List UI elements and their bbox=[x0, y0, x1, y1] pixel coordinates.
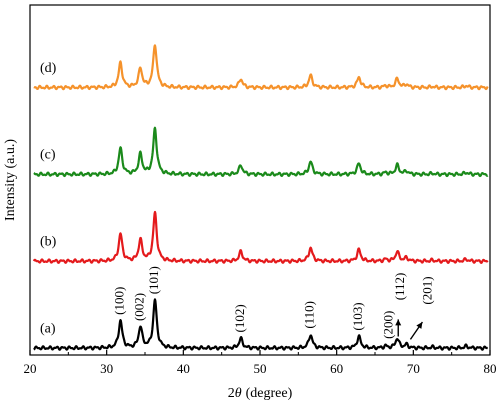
peak-label-4: (102) bbox=[232, 304, 247, 332]
series-line-2 bbox=[32, 210, 489, 264]
x-tick-label-20: 20 bbox=[24, 361, 37, 376]
series-line-4 bbox=[33, 44, 489, 91]
series-curves bbox=[32, 44, 489, 351]
peak-label-8: (112) bbox=[392, 273, 407, 301]
x-axis-title-unit: (degree) bbox=[246, 386, 293, 401]
x-tick-label-30: 30 bbox=[100, 361, 113, 376]
x-axis-ticks: 20 30 40 50 60 70 80 bbox=[24, 350, 497, 376]
peak-labels: (100) (002)(101) (102) (110) (103) (200) (112)… bbox=[111, 266, 434, 340]
curve-labels: (a) (b) (c) (d) bbox=[40, 61, 57, 337]
x-axis-title-variable: θ bbox=[235, 386, 242, 401]
x-axis-title: 2θ (degree) bbox=[228, 386, 293, 401]
curve-label-4: (d) bbox=[40, 61, 57, 76]
x-tick-label-60: 60 bbox=[330, 361, 343, 376]
curve-label-2: (b) bbox=[40, 235, 57, 250]
x-tick-label-80: 80 bbox=[484, 361, 497, 376]
arrowhead-112 bbox=[395, 319, 402, 326]
series-line-3 bbox=[33, 126, 489, 178]
curve-label-1: (a) bbox=[40, 321, 56, 336]
x-tick-label-50: 50 bbox=[254, 361, 267, 376]
arrowhead-201 bbox=[416, 321, 423, 329]
y-axis-title: Intensity (a.u.) bbox=[3, 139, 18, 221]
peak-label-1: (100) bbox=[111, 287, 126, 315]
peak-label-9: (201) bbox=[419, 276, 434, 304]
curve-label-3: (c) bbox=[40, 148, 56, 163]
peak-label-2: (002) bbox=[131, 293, 146, 321]
x-axis-title-symbol: 2 bbox=[228, 386, 235, 401]
x-tick-label-40: 40 bbox=[177, 361, 190, 376]
peak-label-3: (101) bbox=[146, 266, 161, 294]
x-tick-label-70: 70 bbox=[407, 361, 420, 376]
series-line-1 bbox=[33, 298, 489, 351]
peak-label-6: (103) bbox=[350, 302, 365, 330]
peak-label-7: (200) bbox=[381, 311, 396, 339]
peak-label-5: (110) bbox=[302, 301, 317, 329]
